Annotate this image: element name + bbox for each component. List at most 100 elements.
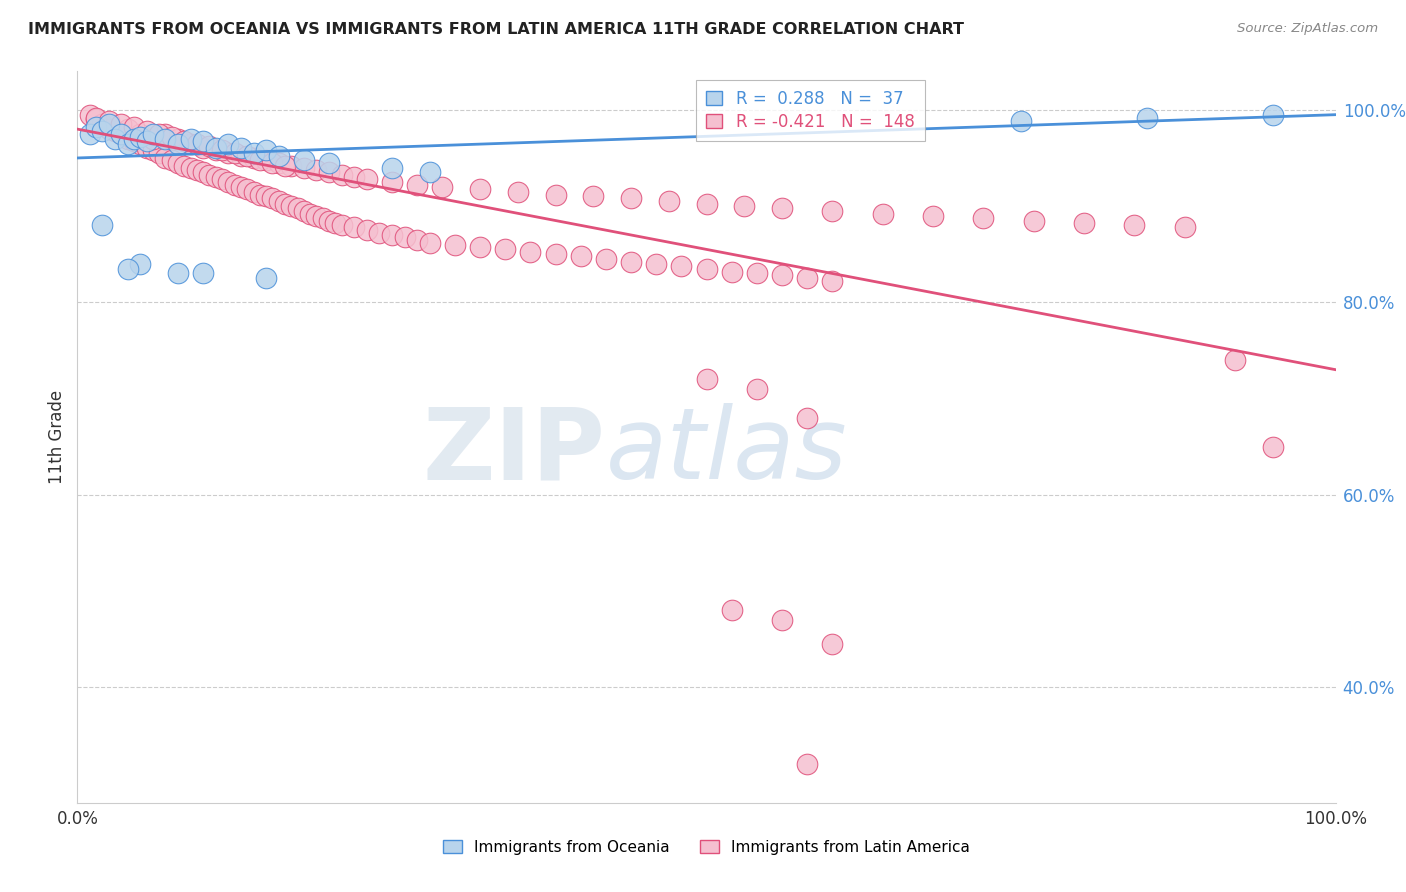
Point xyxy=(242,185,264,199)
Point xyxy=(770,201,793,215)
Point xyxy=(254,271,277,285)
Point xyxy=(254,189,277,203)
Point xyxy=(312,211,335,225)
Point xyxy=(381,227,404,242)
Point xyxy=(745,382,768,396)
Point xyxy=(91,219,114,233)
Point xyxy=(217,175,239,189)
Point xyxy=(160,153,183,167)
Point xyxy=(821,274,844,288)
Point xyxy=(84,111,107,125)
Point xyxy=(1022,213,1045,227)
Point xyxy=(236,149,259,163)
Point xyxy=(696,197,718,211)
Point xyxy=(229,179,252,194)
Point xyxy=(821,203,844,218)
Point xyxy=(796,271,818,285)
Point xyxy=(299,207,322,221)
Text: Source: ZipAtlas.com: Source: ZipAtlas.com xyxy=(1237,22,1378,36)
Point xyxy=(274,159,297,173)
Point xyxy=(468,182,491,196)
Point xyxy=(770,268,793,283)
Point xyxy=(186,162,208,177)
Point xyxy=(155,132,177,146)
Point xyxy=(356,223,378,237)
Point xyxy=(129,127,152,141)
Point xyxy=(432,179,454,194)
Point xyxy=(381,175,404,189)
Point xyxy=(318,156,340,170)
Point xyxy=(280,199,302,213)
Point xyxy=(620,255,643,269)
Point xyxy=(242,146,264,161)
Point xyxy=(142,132,165,146)
Point xyxy=(292,161,315,175)
Point xyxy=(224,146,246,161)
Point xyxy=(796,757,818,772)
Point xyxy=(173,134,195,148)
Point xyxy=(186,136,208,151)
Point xyxy=(468,239,491,253)
Point xyxy=(318,213,340,227)
Point xyxy=(274,197,297,211)
Point xyxy=(135,134,157,148)
Point xyxy=(267,156,290,170)
Point xyxy=(160,129,183,144)
Point xyxy=(1073,216,1095,230)
Point xyxy=(745,267,768,281)
Point xyxy=(135,124,157,138)
Point xyxy=(167,267,190,281)
Point xyxy=(419,165,441,179)
Legend: Immigrants from Oceania, Immigrants from Latin America: Immigrants from Oceania, Immigrants from… xyxy=(437,834,976,861)
Point xyxy=(544,187,567,202)
Point xyxy=(770,613,793,627)
Point xyxy=(122,120,145,135)
Point xyxy=(117,132,139,146)
Point xyxy=(167,132,190,146)
Point xyxy=(330,169,353,183)
Text: ZIP: ZIP xyxy=(423,403,606,500)
Point xyxy=(104,124,127,138)
Point xyxy=(204,143,226,157)
Point xyxy=(97,114,120,128)
Point xyxy=(287,201,309,215)
Point xyxy=(280,159,302,173)
Point xyxy=(229,149,252,163)
Point xyxy=(406,178,429,192)
Point xyxy=(129,136,152,151)
Point xyxy=(262,191,284,205)
Point xyxy=(262,156,284,170)
Point xyxy=(1223,353,1246,368)
Point xyxy=(117,122,139,136)
Y-axis label: 11th Grade: 11th Grade xyxy=(48,390,66,484)
Point xyxy=(167,136,190,151)
Point xyxy=(142,143,165,157)
Point xyxy=(110,127,132,141)
Point xyxy=(254,143,277,157)
Point xyxy=(582,189,605,203)
Point xyxy=(198,139,221,153)
Point xyxy=(796,410,818,425)
Point xyxy=(356,172,378,186)
Point xyxy=(211,172,233,186)
Point xyxy=(720,264,742,278)
Point xyxy=(204,141,226,155)
Point xyxy=(180,161,202,175)
Point xyxy=(97,117,120,131)
Point xyxy=(292,203,315,218)
Point xyxy=(343,220,366,235)
Point xyxy=(84,112,107,127)
Point xyxy=(167,156,190,170)
Point xyxy=(249,187,271,202)
Point xyxy=(249,153,271,167)
Point xyxy=(122,132,145,146)
Point xyxy=(292,153,315,167)
Point xyxy=(267,149,290,163)
Point xyxy=(191,141,215,155)
Point xyxy=(211,143,233,157)
Point xyxy=(104,132,127,146)
Point xyxy=(148,127,170,141)
Point xyxy=(129,129,152,144)
Point xyxy=(155,151,177,165)
Point xyxy=(242,151,264,165)
